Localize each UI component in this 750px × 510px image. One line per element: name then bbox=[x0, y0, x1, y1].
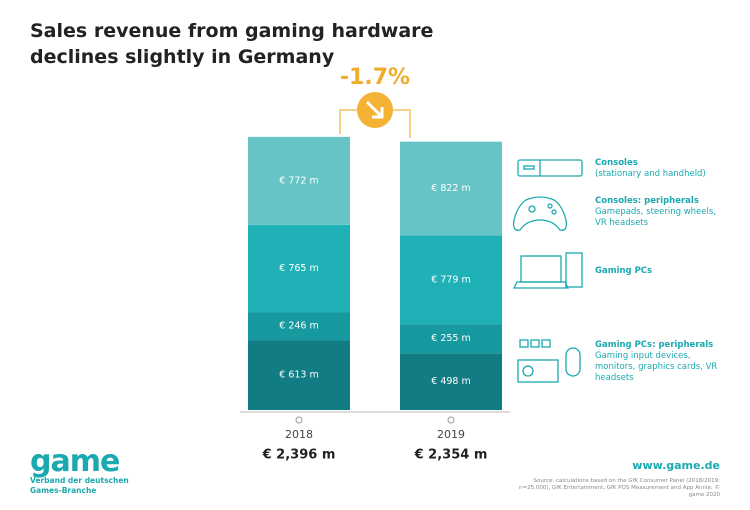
bar-segment bbox=[400, 353, 502, 410]
value-label: € 498 m bbox=[431, 376, 470, 387]
bracket bbox=[339, 109, 411, 138]
logo: game bbox=[30, 444, 120, 479]
legend-entry: Gaming PCs bbox=[595, 266, 723, 277]
axis-dot bbox=[295, 416, 303, 424]
legend-name: Gaming PCs: peripherals bbox=[595, 340, 714, 350]
legend-description: Gamepads, steering wheels, VR headsets bbox=[595, 207, 716, 228]
value-label: € 765 m bbox=[279, 263, 318, 274]
organization: Verband der deutschen Games-Branche bbox=[30, 476, 129, 495]
source: Source: calculations based on the GfK Co… bbox=[519, 478, 720, 498]
value-label: € 822 m bbox=[431, 183, 470, 194]
legend-name: Consoles bbox=[595, 158, 638, 168]
value-label: € 255 m bbox=[431, 333, 470, 344]
x-tick-label: 2018 bbox=[285, 428, 313, 441]
bar-segment bbox=[248, 136, 350, 225]
total-label: € 2,396 m bbox=[262, 448, 336, 463]
legend-name: Gaming PCs bbox=[595, 266, 653, 276]
legend-entry: Gaming PCs: peripherals Gaming input devi… bbox=[595, 340, 723, 384]
legend-entry: Consoles: peripherals Gamepads, steering … bbox=[595, 196, 723, 229]
bar-segment bbox=[248, 312, 350, 341]
title: Sales revenue from gaming hardware decli… bbox=[30, 20, 434, 68]
legend-description: Gaming input devices, monitors, graphics… bbox=[595, 351, 718, 383]
x-tick-label: 2019 bbox=[437, 428, 465, 441]
bar-segment bbox=[400, 324, 502, 354]
bar-segment bbox=[248, 340, 350, 410]
website[interactable]: www.game.de bbox=[632, 459, 720, 472]
total-label: € 2,354 m bbox=[414, 448, 488, 463]
change-label: -1.7% bbox=[340, 65, 410, 90]
legend-description: (stationary and handheld) bbox=[595, 169, 706, 179]
bar-segment bbox=[400, 235, 502, 325]
bar-segment bbox=[248, 224, 350, 313]
legend-icons bbox=[512, 159, 583, 383]
axis-dot bbox=[447, 416, 455, 424]
legend-entry: Consoles (stationary and handheld) bbox=[595, 158, 723, 180]
down-arrow bbox=[365, 100, 384, 119]
value-label: € 779 m bbox=[431, 274, 470, 285]
bar-segment bbox=[400, 141, 502, 236]
value-label: € 246 m bbox=[279, 321, 318, 332]
value-label: € 772 m bbox=[279, 175, 318, 186]
value-label: € 613 m bbox=[279, 370, 318, 381]
legend-name: Consoles: peripherals bbox=[595, 196, 699, 206]
